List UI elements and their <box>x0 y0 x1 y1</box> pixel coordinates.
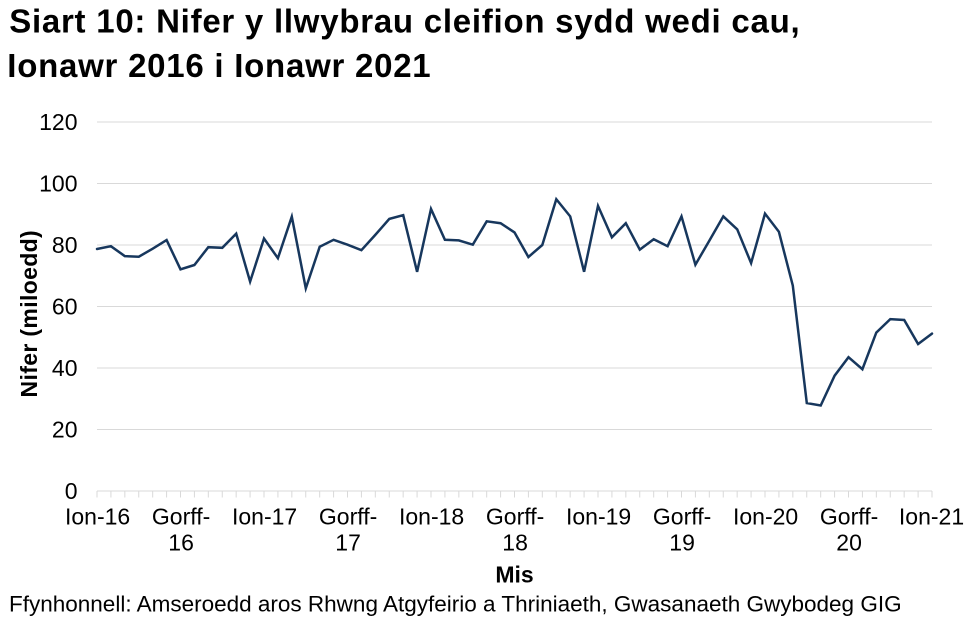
svg-text:Siart 10: Nifer y llwybrau cle: Siart 10: Nifer y llwybrau cleifion sydd… <box>9 2 800 39</box>
svg-text:Ion-18: Ion-18 <box>399 503 464 529</box>
svg-text:100: 100 <box>39 171 77 197</box>
svg-text:16: 16 <box>168 530 194 556</box>
svg-text:120: 120 <box>39 109 77 135</box>
svg-text:17: 17 <box>335 530 361 556</box>
svg-text:60: 60 <box>52 294 78 320</box>
svg-text:Gorff-: Gorff- <box>319 503 377 529</box>
svg-text:19: 19 <box>669 530 695 556</box>
svg-text:Nifer (miloedd): Nifer (miloedd) <box>16 230 42 398</box>
svg-text:Mis: Mis <box>495 562 533 588</box>
svg-text:40: 40 <box>52 355 78 381</box>
svg-text:80: 80 <box>52 232 78 258</box>
svg-text:18: 18 <box>502 530 528 556</box>
svg-text:Ion-19: Ion-19 <box>566 503 631 529</box>
svg-text:20: 20 <box>52 417 78 443</box>
svg-text:Ion-20: Ion-20 <box>733 503 798 529</box>
svg-text:Ion-16: Ion-16 <box>65 503 130 529</box>
svg-text:Gorff-: Gorff- <box>820 503 878 529</box>
svg-text:Gorff-: Gorff- <box>152 503 210 529</box>
svg-text:Ionawr 2016 i Ionawr 2021: Ionawr 2016 i Ionawr 2021 <box>7 47 431 84</box>
svg-text:Ion-21: Ion-21 <box>899 503 964 529</box>
svg-text:0: 0 <box>65 478 78 504</box>
svg-text:Gorff-: Gorff- <box>653 503 711 529</box>
svg-text:Ffynhonnell: Amseroedd aros Rh: Ffynhonnell: Amseroedd aros Rhwng Atgyfe… <box>9 592 902 617</box>
svg-text:Gorff-: Gorff- <box>486 503 544 529</box>
svg-text:Ion-17: Ion-17 <box>232 503 297 529</box>
svg-text:20: 20 <box>836 530 862 556</box>
